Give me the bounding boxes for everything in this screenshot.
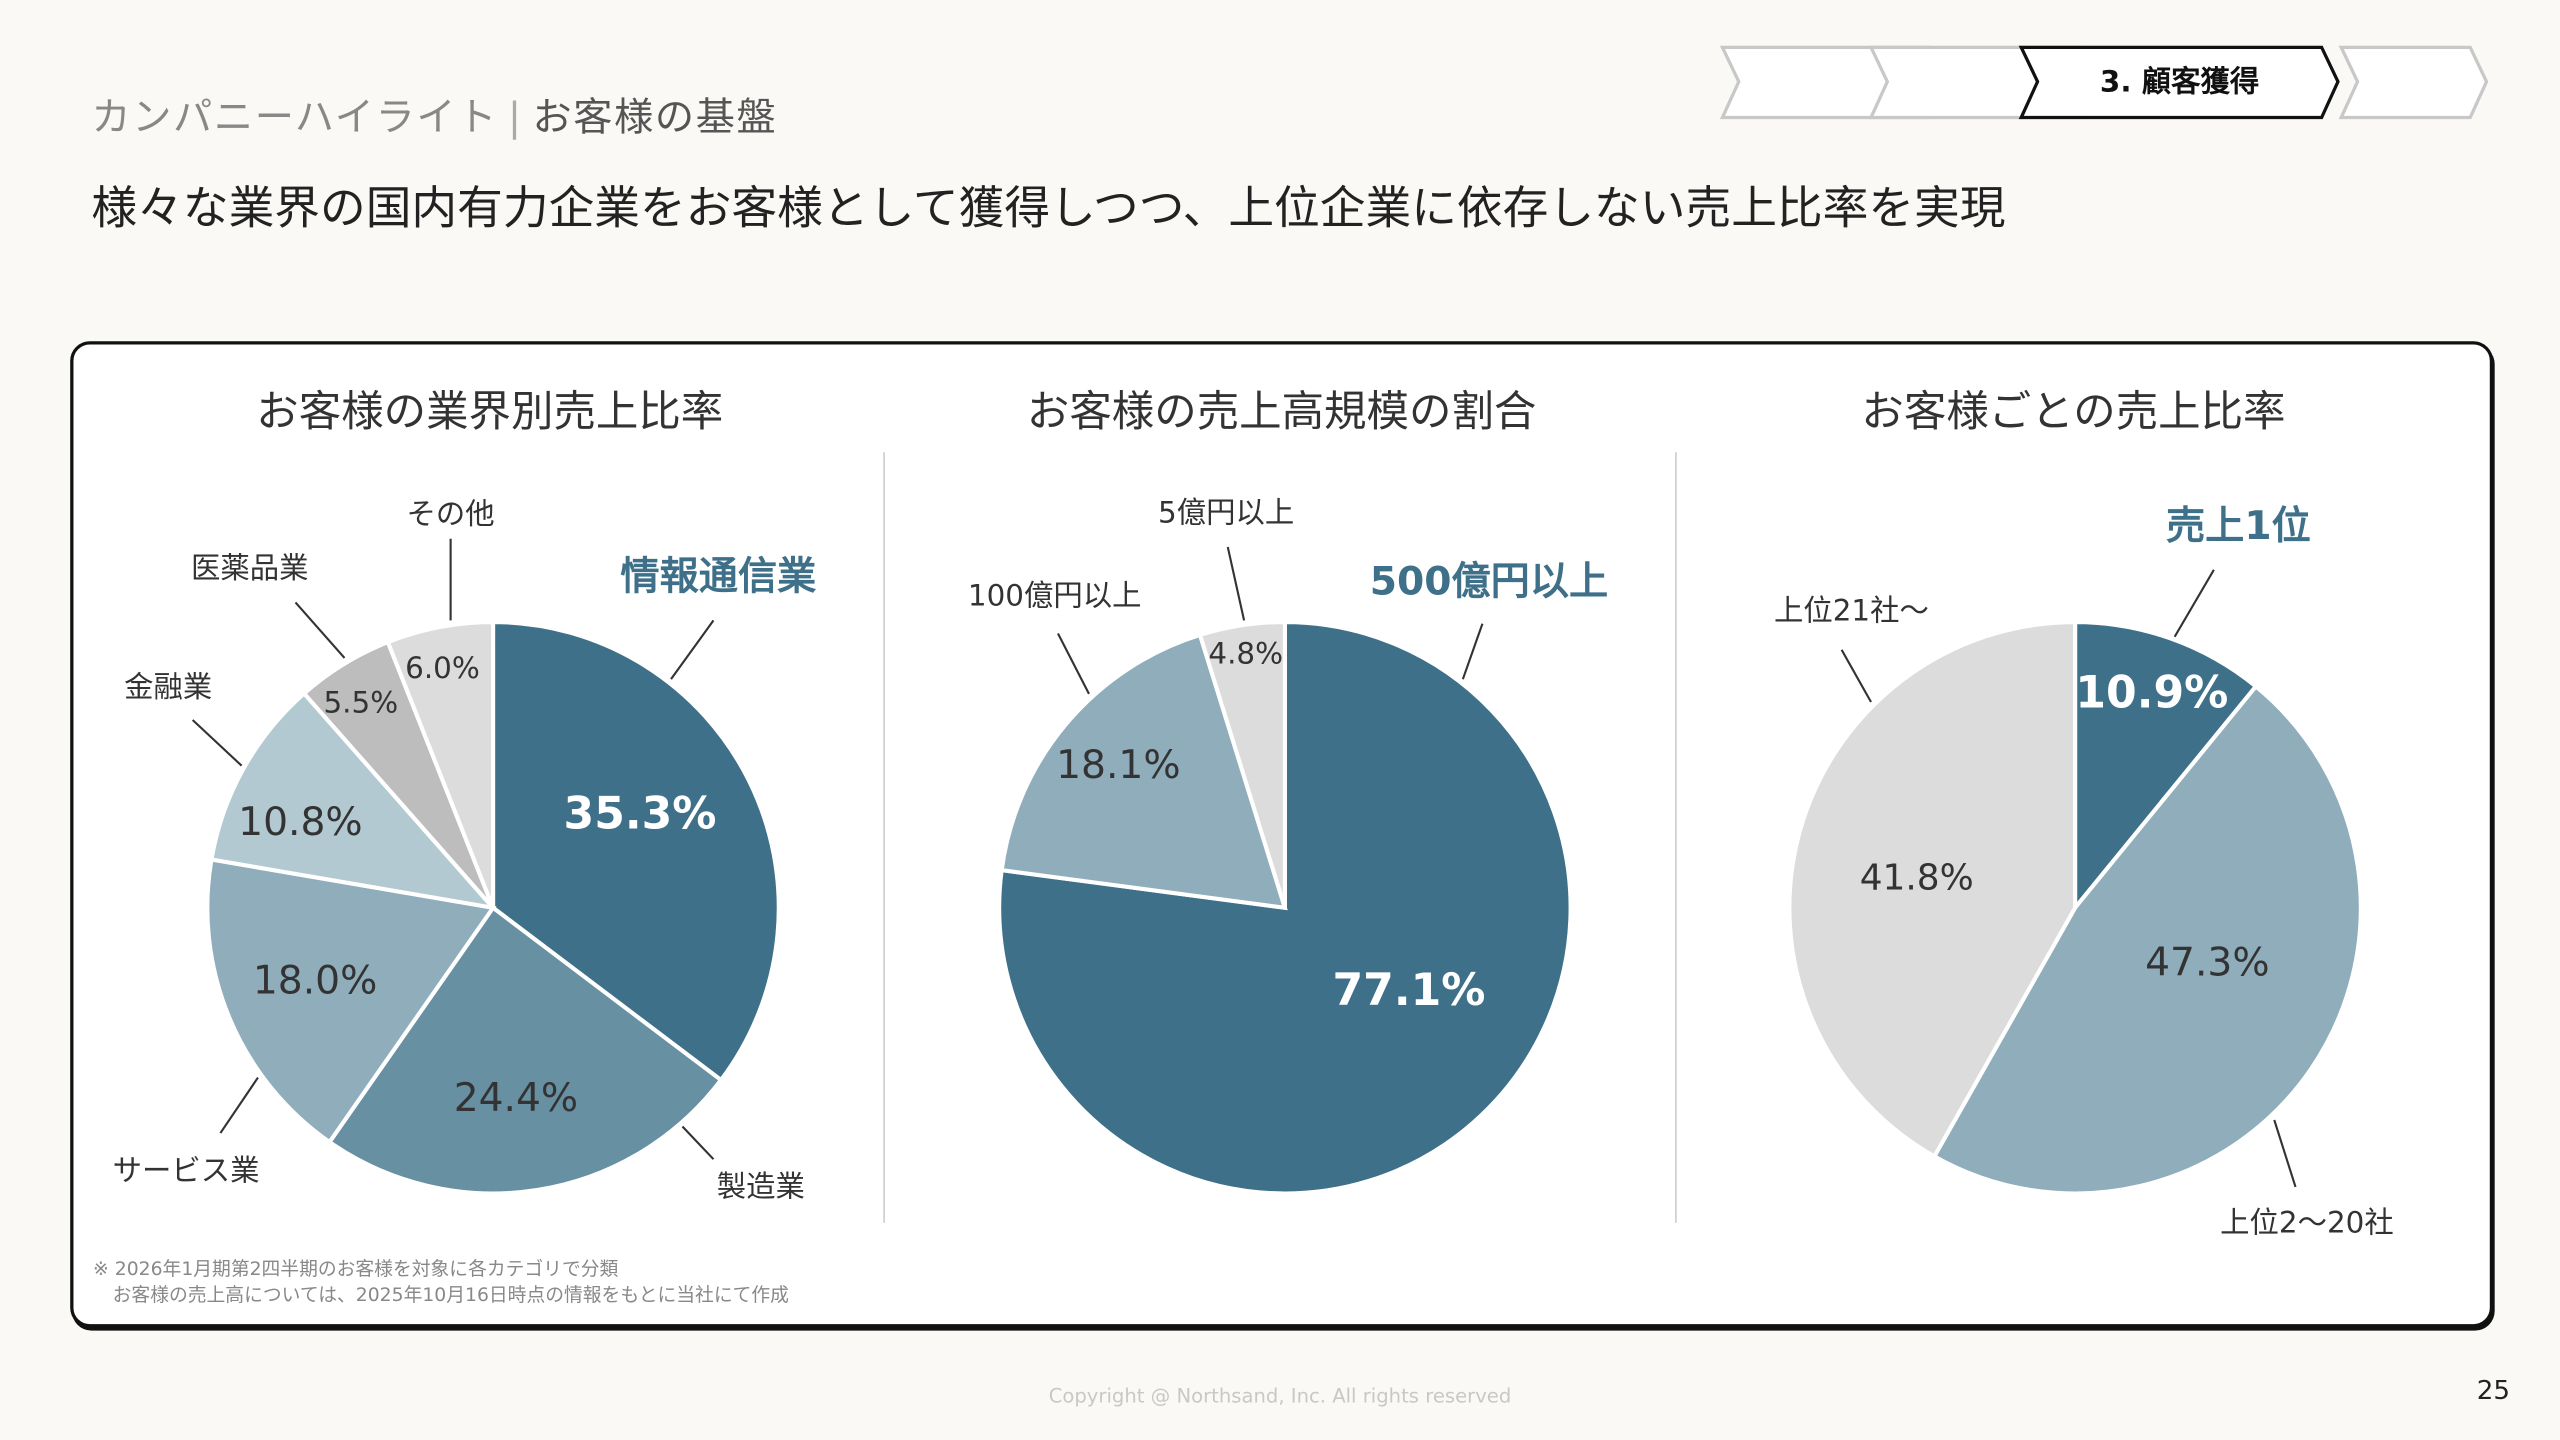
step-progress: 3. 顧客獲得 xyxy=(1719,45,2489,120)
slice-category-label: サービス業 xyxy=(113,1153,260,1187)
leader-line xyxy=(191,719,243,767)
step-3-active xyxy=(2018,45,2340,120)
slice-category-label: 医薬品業 xyxy=(191,551,309,585)
slice-value-label: 35.3% xyxy=(564,788,717,839)
slice-value-label: 10.9% xyxy=(2075,668,2228,719)
leader-line xyxy=(1461,623,1484,680)
step-3-label: 3. 顧客獲得 xyxy=(2100,64,2259,98)
step-4 xyxy=(2338,45,2489,120)
slice-category-label: 上位2〜20社 xyxy=(2220,1206,2394,1240)
slice-value-label: 18.1% xyxy=(1056,743,1180,788)
leader-line xyxy=(294,601,346,659)
footnote: ※ 2026年1月期第2四半期のお客様を対象に各カテゴリで分類 お客様の売上高に… xyxy=(93,1256,789,1308)
slice-category-label: 100億円以上 xyxy=(968,579,1142,613)
chart-title-customer-share: お客様ごとの売上比率 xyxy=(1861,388,2286,438)
slice-category-label: 5億円以上 xyxy=(1158,495,1294,529)
page-number: 25 xyxy=(2476,1374,2510,1406)
leader-line xyxy=(2273,1119,2297,1188)
pie-slice xyxy=(205,857,497,1145)
pie-slice xyxy=(491,619,781,1083)
slice-value-label: 10.8% xyxy=(238,800,362,845)
slice-value-label: 6.0% xyxy=(405,651,480,685)
leader-line xyxy=(670,619,715,680)
breadcrumb: カンパニーハイライト | お客様の基盤 xyxy=(91,85,777,142)
slice-value-label: 18.0% xyxy=(253,958,377,1003)
breadcrumb-separator: | xyxy=(507,94,523,141)
slice-value-label: 4.8% xyxy=(1208,636,1283,670)
leader-line xyxy=(1840,649,1872,703)
footnote-line-2: お客様の売上高については、2025年10月16日時点の情報をもとに当社にて作成 xyxy=(112,1283,789,1307)
leader-line xyxy=(1057,632,1090,695)
pie-slice xyxy=(209,690,499,911)
slice-category-label: 情報通信業 xyxy=(620,554,817,599)
slice-category-label: 500億円以上 xyxy=(1370,559,1608,604)
slice-category-label: 金融業 xyxy=(124,670,212,704)
pie-slice xyxy=(1931,683,2363,1196)
chart-title-revenue-scale: お客様の売上高規模の割合 xyxy=(1026,388,1537,438)
slice-value-label: 5.5% xyxy=(323,685,398,719)
pie-slice xyxy=(326,904,724,1196)
copyright: Copyright @ Northsand, Inc. All rights r… xyxy=(1048,1384,1512,1408)
pie-slice xyxy=(1787,619,2078,1160)
breadcrumb-page: お客様の基盤 xyxy=(532,94,778,141)
footnote-line-1: ※ 2026年1月期第2四半期のお客様を対象に各カテゴリで分類 xyxy=(93,1257,619,1280)
slice-category-label: 売上1位 xyxy=(2166,504,2311,549)
leader-line xyxy=(2173,569,2215,638)
slice-category-label: 製造業 xyxy=(717,1170,805,1204)
leader-line xyxy=(219,1076,259,1134)
leader-line xyxy=(1226,546,1246,621)
slice-value-label: 47.3% xyxy=(2145,940,2269,985)
pie-slice xyxy=(385,619,496,909)
leader-line xyxy=(681,1125,715,1160)
slice-value-label: 24.4% xyxy=(454,1076,578,1121)
divider xyxy=(1675,452,1677,1223)
pie-slice xyxy=(999,632,1288,911)
slice-category-label: 上位21社〜 xyxy=(1774,593,1929,627)
slice-value-label: 41.8% xyxy=(1860,857,1974,898)
headline: 様々な業界の国内有力企業をお客様として獲得しつつ、上位企業に依存しない売上比率を… xyxy=(91,181,2006,236)
slice-category-label: その他 xyxy=(407,497,495,531)
pie-slice xyxy=(2073,619,2259,914)
divider xyxy=(883,452,885,1223)
slice-value-label: 77.1% xyxy=(1333,965,1486,1016)
pie-slice xyxy=(1197,619,1287,909)
breadcrumb-section: カンパニーハイライト xyxy=(91,94,499,141)
chart-title-industry: お客様の業界別売上比率 xyxy=(256,388,724,438)
